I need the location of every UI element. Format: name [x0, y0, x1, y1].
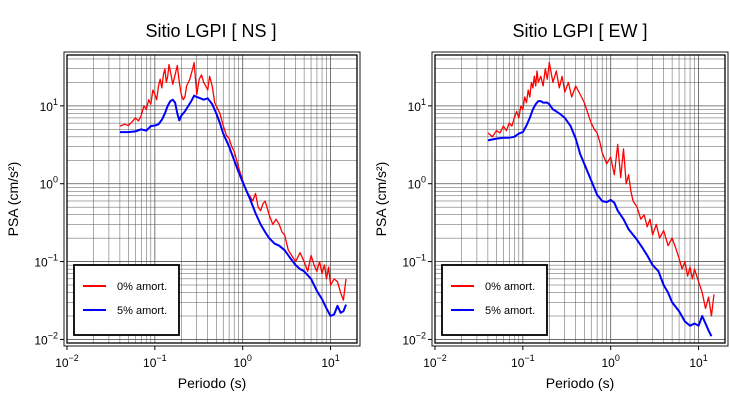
panel-2-xlabel: Periodo (s) — [546, 375, 614, 391]
panel-1-frame-outer — [63, 51, 361, 347]
panel-2-ytick-base: 10 — [408, 100, 422, 114]
panel-2-xtick-label: 100 — [602, 353, 620, 370]
panel-1-ytick-base: 10 — [40, 100, 54, 114]
panel-2-ytick-exp: 1 — [421, 97, 426, 107]
panel-1-xtick-label: 10−2 — [55, 353, 79, 370]
panel-1-xtick-exp: 0 — [247, 353, 252, 363]
panel-2-ytick-base: 10 — [402, 256, 416, 270]
panel-2-ytick-exp: −2 — [416, 330, 426, 340]
panel-2-xtick-exp: −1 — [524, 353, 534, 363]
panel-2-xtick-label: 10−2 — [423, 353, 447, 370]
panel-1-legend: 0% amort. 5% amort. — [73, 264, 180, 336]
panel-1-xtick-label: 101 — [321, 353, 339, 370]
panel-2-series-2-line — [487, 100, 713, 337]
panel-2-title: Sitio LGPI [ EW ] — [512, 21, 647, 41]
panel-2-ytick-exp: −1 — [416, 253, 426, 263]
panel-2-xtick-label: 10−1 — [511, 353, 535, 370]
panel-1-ytick-base: 10 — [34, 333, 48, 347]
panel-2-frame-outer — [431, 51, 729, 347]
panel-2-ylabel: PSA (cm/s²) — [373, 162, 389, 237]
panel-1-series-1-line — [119, 61, 347, 301]
panel-1-ytick-label: 10−2 — [34, 330, 58, 347]
panel-2-frame — [434, 54, 726, 344]
panel-1-xtick-exp: −2 — [69, 353, 79, 363]
panel-2-legend-box — [441, 264, 548, 336]
panel-2-legend-label-2: 5% amort. — [485, 305, 535, 317]
panel-1-xtick-base: 10 — [55, 356, 69, 370]
panel-2-series — [487, 61, 715, 337]
panel-1-ytick-exp: 1 — [53, 97, 58, 107]
panel-2-xtick-exp: 1 — [703, 353, 708, 363]
panel-1-xtick-base: 10 — [234, 356, 248, 370]
panel-1-series — [119, 61, 347, 317]
panel-1-xlabel: Periodo (s) — [178, 375, 246, 391]
panel-1-xtick-base: 10 — [143, 356, 157, 370]
panel-2-xtick-base: 10 — [602, 356, 616, 370]
panel-1-legend-label-2: 5% amort. — [117, 305, 167, 317]
panel-2-ytick-base: 10 — [402, 333, 416, 347]
panel-2-legend: 0% amort. 5% amort. — [441, 264, 548, 336]
panel-2-xtick-label: 101 — [689, 353, 707, 370]
panel-2-ytick-label: 10−2 — [402, 330, 426, 347]
panel-1-ytick-exp: 0 — [53, 175, 58, 185]
panel-2-ytick-label: 10−1 — [402, 253, 426, 270]
panel-1-ylabel: PSA (cm/s²) — [5, 162, 21, 237]
panel-2-ytick-label: 101 — [408, 97, 426, 114]
panel-1-ytick-base: 10 — [40, 178, 54, 192]
panel-1-xtick-label: 10−1 — [143, 353, 167, 370]
panel-1-series-2-line — [119, 94, 347, 317]
panel-1-xtick-exp: −1 — [156, 353, 166, 363]
panel-1-xtick-label: 100 — [234, 353, 252, 370]
panel-2-xtick-base: 10 — [423, 356, 437, 370]
panel-1-ytick-label: 100 — [40, 175, 58, 192]
panel-1-title: Sitio LGPI [ NS ] — [145, 21, 276, 41]
panel-1-frame — [66, 54, 358, 344]
panel-2-xtick-base: 10 — [689, 356, 703, 370]
panel-2-ytick-exp: 0 — [421, 175, 426, 185]
panel-2-legend-label-1: 0% amort. — [485, 281, 535, 293]
panel-2-series-1-line — [487, 61, 715, 317]
panel-1-ytick-exp: −1 — [48, 253, 58, 263]
panel-1-ytick-exp: −2 — [48, 330, 58, 340]
panel-1-legend-box — [73, 264, 180, 336]
panel-2-xtick-exp: 0 — [615, 353, 620, 363]
panel-1-ytick-label: 10−1 — [34, 253, 58, 270]
panel-1-legend-label-1: 0% amort. — [117, 281, 167, 293]
panel-1-ytick-label: 101 — [40, 97, 58, 114]
panel-2-xtick-exp: −2 — [437, 353, 447, 363]
panel-2-xtick-base: 10 — [511, 356, 525, 370]
panel-2-ytick-label: 100 — [408, 175, 426, 192]
panel-1-xtick-exp: 1 — [335, 353, 340, 363]
panel-1-ytick-base: 10 — [34, 256, 48, 270]
panel-1-xtick-base: 10 — [321, 356, 335, 370]
panel-2-ytick-base: 10 — [408, 178, 422, 192]
